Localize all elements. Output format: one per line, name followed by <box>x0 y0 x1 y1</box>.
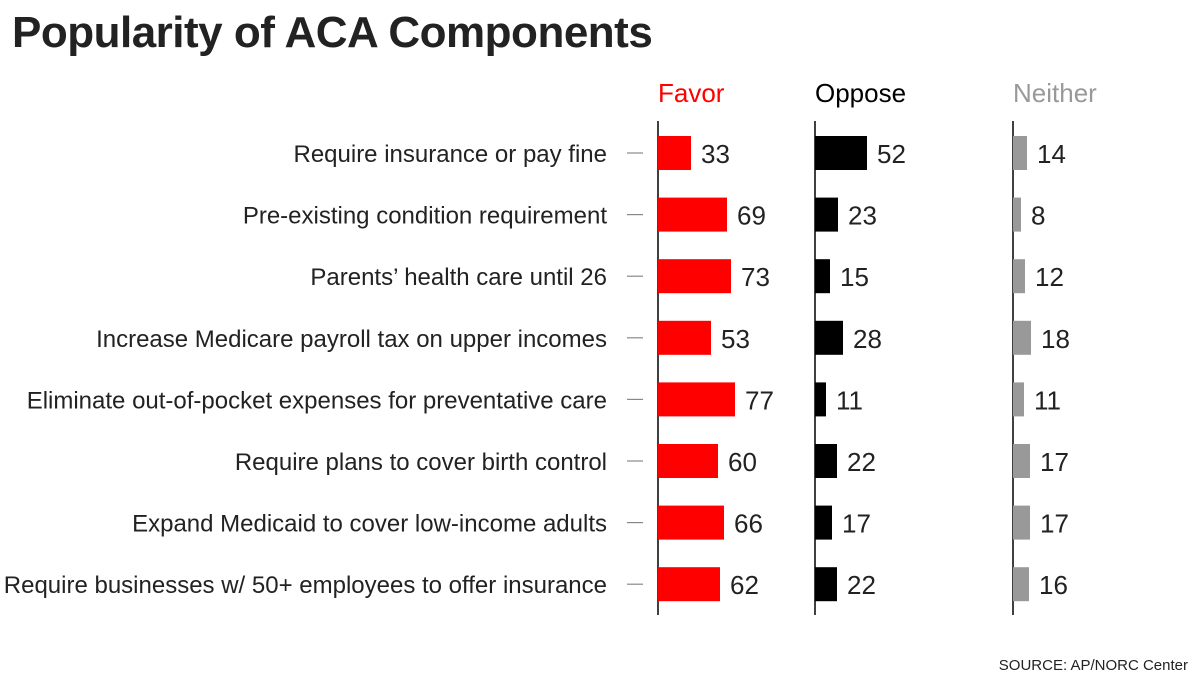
value-label-favor: 77 <box>745 385 774 415</box>
category-label: Require businesses w/ 50+ employees to o… <box>4 572 607 599</box>
category-label: Increase Medicare payroll tax on upper i… <box>96 326 607 353</box>
value-label-oppose: 17 <box>842 509 871 539</box>
value-label-neither: 11 <box>1034 385 1061 415</box>
bar-neither <box>1013 320 1031 355</box>
bar-oppose <box>815 382 826 417</box>
bar-neither <box>1013 382 1024 417</box>
value-label-favor: 66 <box>734 509 763 539</box>
value-label-neither: 17 <box>1040 509 1069 539</box>
value-label-neither: 8 <box>1031 201 1045 231</box>
bar-neither <box>1013 197 1021 232</box>
bar-neither <box>1013 136 1027 170</box>
column-header-neither: Neither <box>1013 78 1097 108</box>
bar-neither <box>1013 444 1030 478</box>
category-label: Require plans to cover birth control <box>235 449 607 476</box>
bar-oppose <box>815 197 838 232</box>
category-label: Parents’ health care until 26 <box>310 264 607 291</box>
value-label-oppose: 22 <box>847 447 876 477</box>
value-label-favor: 73 <box>741 262 770 292</box>
category-label: Expand Medicaid to cover low-income adul… <box>132 511 607 538</box>
value-label-oppose: 28 <box>853 324 882 354</box>
bar-favor <box>658 259 731 294</box>
bar-neither <box>1013 505 1030 540</box>
bar-favor <box>658 197 727 232</box>
value-label-oppose: 52 <box>877 139 906 169</box>
value-label-favor: 62 <box>730 570 759 600</box>
category-label: Pre-existing condition requirement <box>243 203 608 230</box>
category-label: Eliminate out-of-pocket expenses for pre… <box>27 387 607 414</box>
bar-oppose <box>815 136 867 170</box>
value-label-favor: 53 <box>721 324 750 354</box>
bar-oppose <box>815 444 837 478</box>
column-header-oppose: Oppose <box>815 78 906 108</box>
bar-oppose <box>815 320 843 355</box>
value-label-neither: 16 <box>1039 570 1068 600</box>
bar-neither <box>1013 567 1029 602</box>
value-label-oppose: 23 <box>848 201 877 231</box>
chart-title: Popularity of ACA Components <box>12 8 653 57</box>
bar-oppose <box>815 259 830 294</box>
bar-favor <box>658 444 718 478</box>
value-label-oppose: 11 <box>836 385 863 415</box>
source-note: SOURCE: AP/NORC Center <box>998 657 1188 674</box>
value-label-neither: 18 <box>1041 324 1070 354</box>
bar-favor <box>658 136 691 170</box>
bar-oppose <box>815 505 832 540</box>
value-label-oppose: 15 <box>840 262 869 292</box>
value-label-favor: 69 <box>737 201 766 231</box>
bar-favor <box>658 382 735 417</box>
value-label-oppose: 22 <box>847 570 876 600</box>
category-label: Require insurance or pay fine <box>293 141 607 168</box>
value-label-neither: 12 <box>1035 262 1064 292</box>
bar-favor <box>658 567 720 602</box>
bar-favor <box>658 505 724 540</box>
bar-favor <box>658 320 711 355</box>
bar-neither <box>1013 259 1025 294</box>
column-header-favor: Favor <box>658 78 725 108</box>
value-label-neither: 14 <box>1037 139 1066 169</box>
value-label-favor: 60 <box>728 447 757 477</box>
bar-oppose <box>815 567 837 602</box>
value-label-favor: 33 <box>701 139 730 169</box>
value-label-neither: 17 <box>1040 447 1069 477</box>
